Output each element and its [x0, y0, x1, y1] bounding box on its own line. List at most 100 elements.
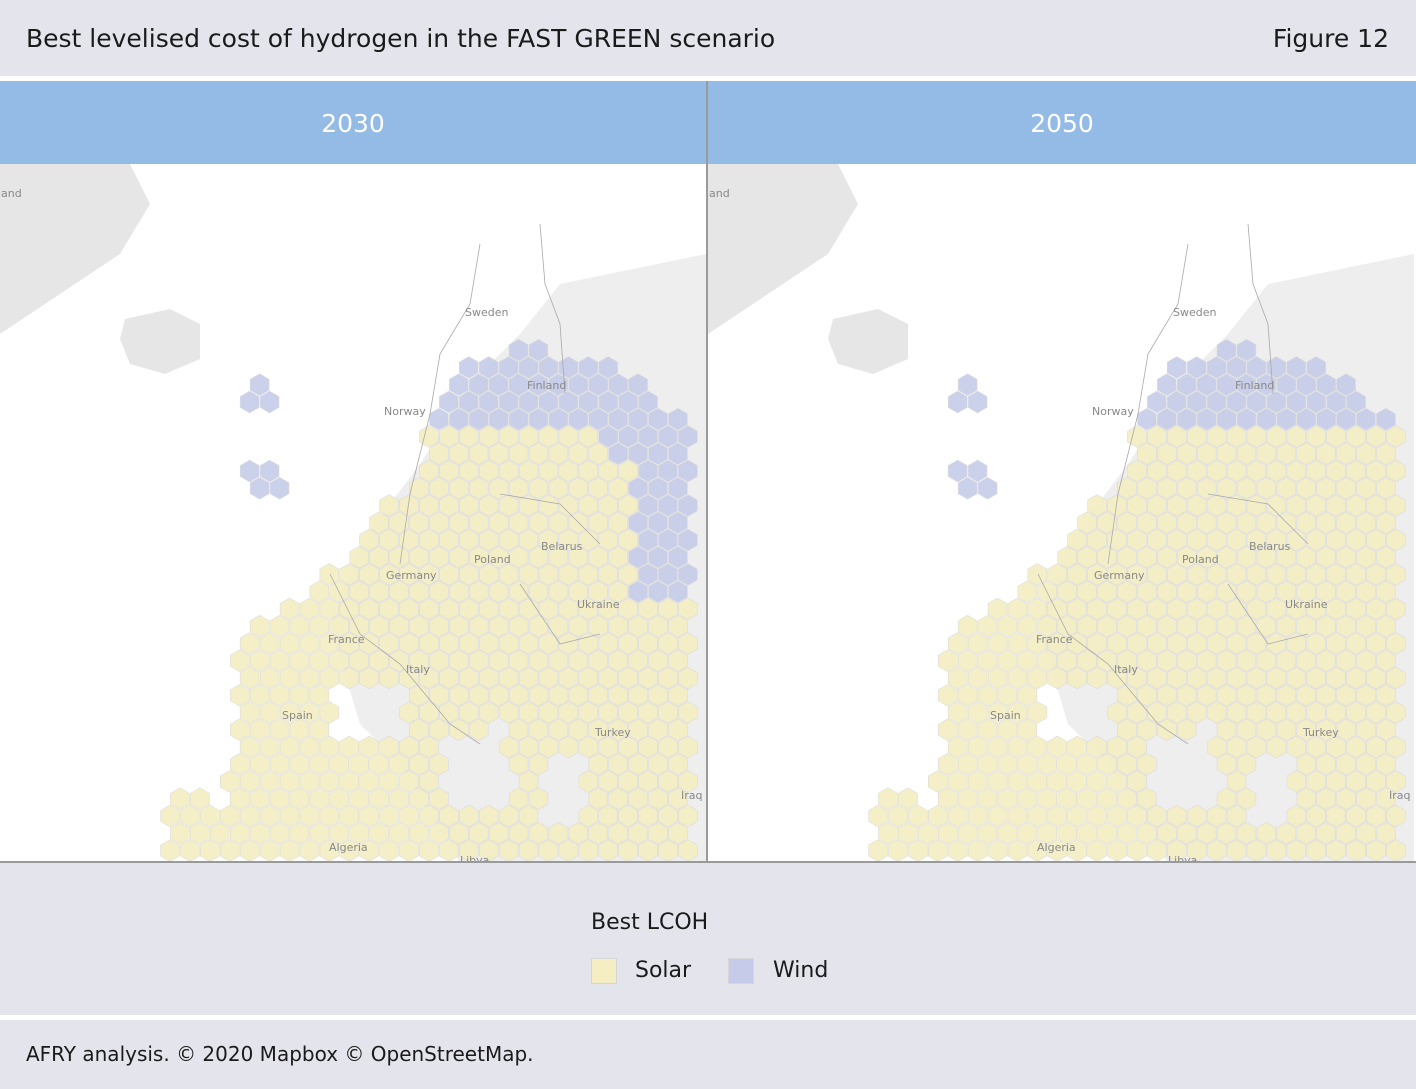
solar-hexagon: [588, 511, 609, 534]
map-labels: land Sweden Finland Norway Poland Belarus Germ…: [708, 187, 1411, 863]
solar-hexagon: [558, 632, 579, 655]
solar-hexagon: [638, 701, 658, 724]
solar-hexagon: [279, 839, 300, 862]
solar-hexagon: [1067, 666, 1087, 690]
solar-hexagon: [1057, 615, 1078, 638]
wind-hexagon: [528, 373, 549, 397]
solar-hexagon: [508, 580, 529, 603]
solar-hexagon: [200, 804, 220, 828]
solar-hexagon: [518, 735, 539, 759]
solar-hexagon: [1356, 615, 1376, 638]
wind-hexagon: [668, 511, 688, 534]
solar-hexagon: [1127, 666, 1147, 690]
figure-number: Figure 12: [1272, 24, 1389, 53]
solar-hexagon: [1127, 459, 1147, 483]
solar-hexagon: [458, 425, 479, 448]
solar-hexagon: [409, 753, 429, 776]
solar-hexagon: [938, 753, 958, 776]
solar-hexagon: [598, 804, 618, 828]
solar-hexagon: [1336, 580, 1356, 603]
solar-hexagon: [1117, 615, 1137, 638]
solar-hexagon: [1017, 787, 1038, 810]
wind-hexagon: [618, 390, 638, 414]
solar-hexagon: [977, 787, 998, 810]
solar-hexagon: [1336, 822, 1356, 845]
solar-hexagon: [1306, 701, 1326, 724]
solar-hexagon: [279, 666, 300, 690]
solar-hexagon: [1027, 666, 1048, 690]
solar-hexagon: [269, 822, 290, 845]
solar-hexagon: [498, 735, 519, 759]
solar-hexagon: [1117, 649, 1137, 672]
solar-hexagon: [1107, 770, 1127, 793]
solar-hexagon: [230, 787, 250, 810]
wind-hexagon: [568, 407, 589, 431]
solar-hexagon: [419, 770, 439, 793]
solar-hexagon: [1166, 459, 1187, 483]
border-line-0: [539, 223, 566, 395]
wind-hexagon: [538, 356, 559, 379]
solar-hexagon: [1356, 822, 1376, 845]
solar-hexagon: [618, 459, 638, 483]
solar-hexagon: [359, 563, 379, 586]
solar-hexagon: [1196, 615, 1217, 638]
solar-hexagon: [279, 701, 300, 724]
border-line-3: [499, 493, 601, 545]
solar-hexagon: [1027, 770, 1048, 793]
solar-hexagon: [1236, 753, 1257, 776]
solar-hexagon: [1226, 839, 1247, 862]
wind-hexagon: [658, 459, 678, 483]
solar-hexagon: [309, 615, 330, 638]
solar-hexagon: [598, 770, 618, 793]
wind-hexagon: [1236, 407, 1257, 431]
solar-hexagon: [1047, 632, 1068, 655]
map-label-libya: Libya: [1168, 854, 1197, 863]
solar-hexagon: [508, 511, 529, 534]
solar-hexagon: [1316, 649, 1336, 672]
solar-hexagon: [379, 597, 399, 621]
wind-hexagon: [628, 511, 648, 534]
solar-hexagon: [359, 839, 379, 862]
solar-hexagon: [1216, 753, 1237, 776]
solar-hexagon: [1376, 511, 1396, 534]
solar-hexagon: [1386, 494, 1406, 517]
solar-hexagon: [1296, 822, 1317, 845]
wind-hexagon: [668, 442, 688, 465]
wind-hexagon: [239, 390, 260, 414]
solar-hexagon: [449, 442, 469, 465]
solar-hexagon: [1166, 666, 1187, 690]
solar-hexagon: [987, 597, 1008, 621]
solar-hexagon: [1057, 753, 1078, 776]
solar-hexagon: [598, 735, 618, 759]
solar-hexagon: [1236, 511, 1257, 534]
solar-hexagon: [1276, 477, 1297, 500]
solar-hexagon: [1037, 822, 1058, 845]
solar-hexagon: [1346, 666, 1366, 690]
solar-hexagon: [1087, 666, 1107, 690]
solar-hexagon: [568, 649, 589, 672]
solar-hexagon: [1127, 804, 1147, 828]
wind-hexagon: [269, 477, 290, 500]
solar-hexagon: [528, 822, 549, 845]
solar-hexagon: [498, 666, 519, 690]
wind-hexagon: [1176, 407, 1197, 431]
solar-hexagon: [1286, 735, 1307, 759]
solar-hexagon: [658, 701, 678, 724]
map-label-sweden: Sweden: [465, 306, 508, 319]
solar-hexagon: [648, 615, 668, 638]
solar-hexagon: [449, 684, 469, 707]
wind-hexagon: [478, 390, 499, 414]
wind-hexagon: [528, 338, 549, 362]
figure-header: Best levelised cost of hydrogen in the F…: [0, 0, 1416, 76]
solar-hexagon: [1246, 494, 1267, 517]
solar-hexagon: [1376, 787, 1396, 810]
solar-hexagon: [1216, 684, 1237, 707]
wind-hexagon: [1296, 407, 1317, 431]
solar-hexagon: [598, 632, 618, 655]
solar-hexagon: [1366, 425, 1386, 448]
solar-hexagon: [668, 787, 688, 810]
solar-hexagon: [1007, 770, 1028, 793]
solar-hexagon: [259, 804, 280, 828]
solar-hexagon: [319, 770, 340, 793]
solar-hexagon: [1386, 770, 1406, 793]
